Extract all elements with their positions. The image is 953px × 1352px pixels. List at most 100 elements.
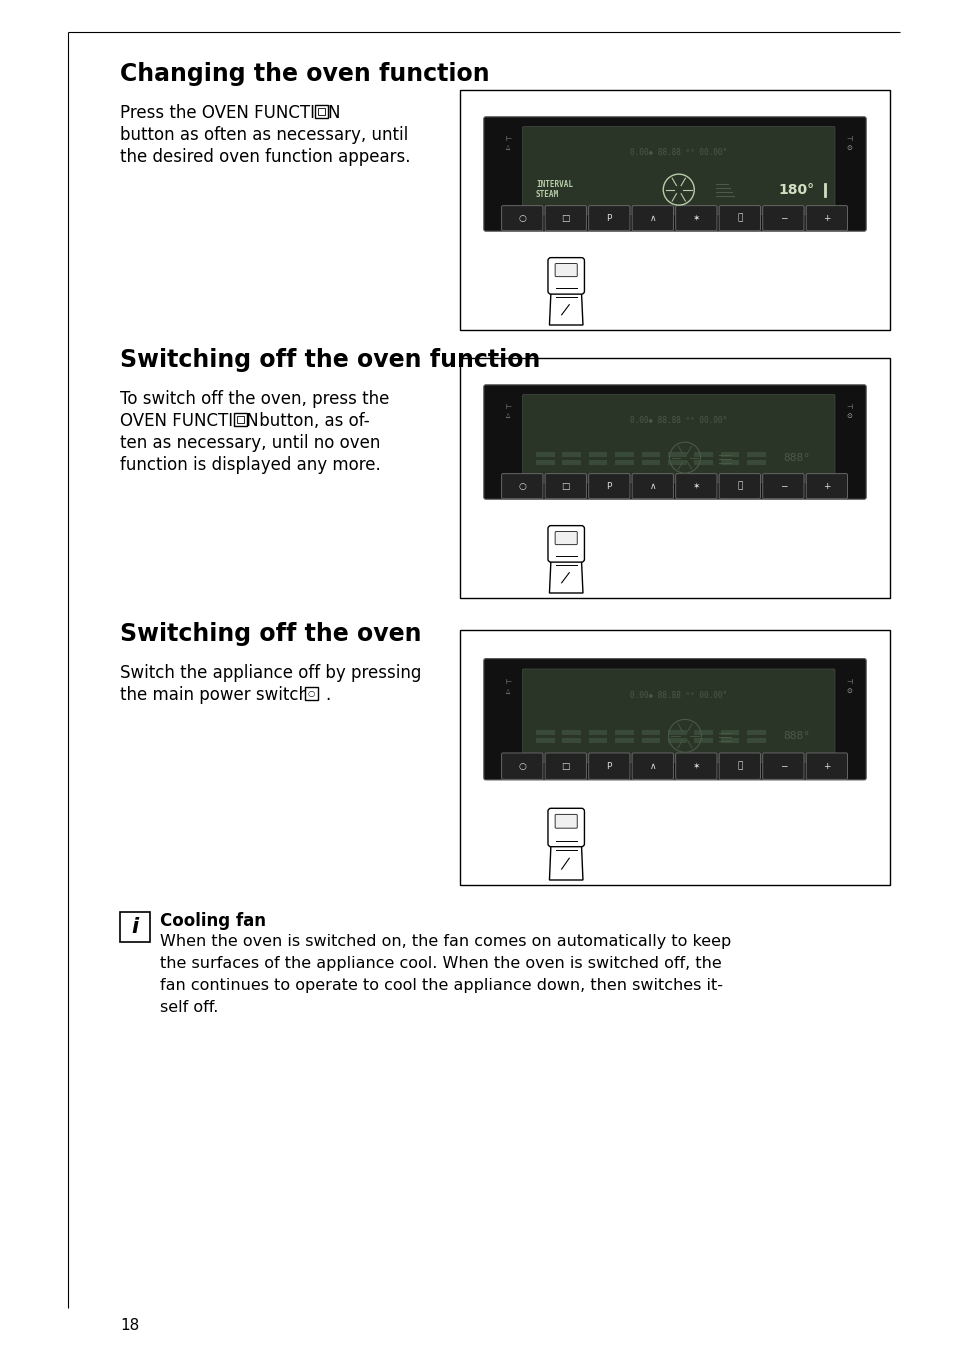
Bar bbox=[459, 630, 889, 886]
Text: Switching off the oven: Switching off the oven bbox=[120, 622, 421, 646]
Text: □: □ bbox=[561, 481, 570, 491]
Text: △: △ bbox=[506, 412, 510, 418]
Text: the desired oven function appears.: the desired oven function appears. bbox=[120, 147, 410, 166]
FancyBboxPatch shape bbox=[547, 808, 584, 846]
Text: fan continues to operate to cool the appliance down, then switches it-: fan continues to operate to cool the app… bbox=[160, 977, 722, 992]
FancyBboxPatch shape bbox=[522, 127, 834, 215]
Text: ✶: ✶ bbox=[692, 214, 700, 223]
FancyBboxPatch shape bbox=[632, 753, 673, 779]
FancyBboxPatch shape bbox=[501, 473, 542, 499]
FancyBboxPatch shape bbox=[632, 206, 673, 231]
Text: +: + bbox=[822, 214, 830, 223]
Text: △: △ bbox=[506, 688, 510, 694]
Text: +: + bbox=[822, 761, 830, 771]
Bar bbox=[562, 460, 580, 465]
FancyBboxPatch shape bbox=[522, 395, 834, 483]
Bar bbox=[694, 730, 712, 735]
FancyBboxPatch shape bbox=[483, 116, 865, 231]
FancyBboxPatch shape bbox=[632, 473, 673, 499]
Bar bbox=[588, 460, 607, 465]
FancyBboxPatch shape bbox=[805, 206, 846, 231]
Text: 0.00◆ 88.88 ⁰⁰ 00.00°: 0.00◆ 88.88 ⁰⁰ 00.00° bbox=[630, 691, 726, 700]
Text: button, as of-: button, as of- bbox=[253, 412, 369, 430]
Bar bbox=[615, 730, 633, 735]
Bar bbox=[694, 738, 712, 742]
Text: INTERVAL: INTERVAL bbox=[536, 180, 573, 189]
FancyBboxPatch shape bbox=[544, 206, 586, 231]
FancyBboxPatch shape bbox=[555, 814, 577, 829]
Bar bbox=[536, 460, 554, 465]
Bar bbox=[720, 738, 739, 742]
FancyBboxPatch shape bbox=[675, 473, 717, 499]
Text: ⏻: ⏻ bbox=[737, 761, 741, 771]
Text: P: P bbox=[606, 481, 611, 491]
Text: function is displayed any more.: function is displayed any more. bbox=[120, 456, 380, 475]
FancyBboxPatch shape bbox=[555, 531, 577, 545]
Text: To switch off the oven, press the: To switch off the oven, press the bbox=[120, 389, 389, 408]
FancyBboxPatch shape bbox=[501, 753, 542, 779]
Text: P: P bbox=[606, 214, 611, 223]
FancyBboxPatch shape bbox=[544, 753, 586, 779]
Text: △: △ bbox=[506, 145, 510, 150]
FancyBboxPatch shape bbox=[719, 473, 760, 499]
FancyBboxPatch shape bbox=[588, 473, 629, 499]
Bar bbox=[720, 452, 739, 457]
Bar bbox=[746, 460, 765, 465]
FancyBboxPatch shape bbox=[761, 473, 803, 499]
Bar bbox=[459, 91, 889, 330]
Bar bbox=[694, 452, 712, 457]
FancyBboxPatch shape bbox=[588, 206, 629, 231]
Text: □: □ bbox=[561, 761, 570, 771]
FancyBboxPatch shape bbox=[547, 258, 584, 295]
Text: Switching off the oven function: Switching off the oven function bbox=[120, 347, 539, 372]
Bar bbox=[640, 730, 659, 735]
Bar bbox=[746, 738, 765, 742]
FancyBboxPatch shape bbox=[483, 385, 865, 499]
Text: ○: ○ bbox=[517, 214, 526, 223]
Text: ⊢: ⊢ bbox=[505, 404, 511, 410]
Text: i: i bbox=[132, 917, 138, 937]
Polygon shape bbox=[549, 560, 582, 594]
Bar bbox=[694, 460, 712, 465]
Text: ⊣: ⊣ bbox=[845, 137, 851, 142]
Bar bbox=[120, 913, 150, 942]
Polygon shape bbox=[549, 844, 582, 880]
Bar bbox=[615, 460, 633, 465]
FancyBboxPatch shape bbox=[675, 753, 717, 779]
Text: Switch the appliance off by pressing: Switch the appliance off by pressing bbox=[120, 664, 421, 681]
Text: ⊢: ⊢ bbox=[505, 680, 511, 685]
Text: ○: ○ bbox=[517, 481, 526, 491]
Text: ✶: ✶ bbox=[692, 761, 700, 771]
Text: ⏻: ⏻ bbox=[737, 481, 741, 491]
FancyBboxPatch shape bbox=[555, 264, 577, 277]
Bar bbox=[640, 452, 659, 457]
FancyBboxPatch shape bbox=[761, 206, 803, 231]
FancyBboxPatch shape bbox=[588, 753, 629, 779]
Bar bbox=[667, 730, 686, 735]
Bar bbox=[562, 452, 580, 457]
Text: OVEN FUNCTION: OVEN FUNCTION bbox=[120, 412, 264, 430]
Text: ⊣: ⊣ bbox=[845, 404, 851, 410]
Text: □: □ bbox=[561, 214, 570, 223]
Text: self off.: self off. bbox=[160, 1000, 218, 1015]
Bar bbox=[305, 687, 317, 700]
Text: ∧: ∧ bbox=[649, 481, 656, 491]
Text: .: . bbox=[325, 685, 330, 704]
Text: ⊙: ⊙ bbox=[845, 414, 851, 419]
Bar bbox=[667, 452, 686, 457]
Text: P: P bbox=[606, 761, 611, 771]
Text: 888°: 888° bbox=[782, 731, 809, 741]
FancyBboxPatch shape bbox=[483, 658, 865, 780]
FancyBboxPatch shape bbox=[805, 753, 846, 779]
Bar bbox=[720, 730, 739, 735]
Bar bbox=[459, 358, 889, 598]
Text: ⏻: ⏻ bbox=[737, 214, 741, 223]
Text: the surfaces of the appliance cool. When the oven is switched off, the: the surfaces of the appliance cool. When… bbox=[160, 956, 721, 971]
Text: +: + bbox=[822, 481, 830, 491]
Bar bbox=[317, 108, 325, 115]
Bar bbox=[314, 105, 328, 118]
Bar bbox=[667, 738, 686, 742]
FancyBboxPatch shape bbox=[522, 669, 834, 763]
Text: 888°: 888° bbox=[782, 453, 809, 462]
Text: ∧: ∧ bbox=[649, 214, 656, 223]
